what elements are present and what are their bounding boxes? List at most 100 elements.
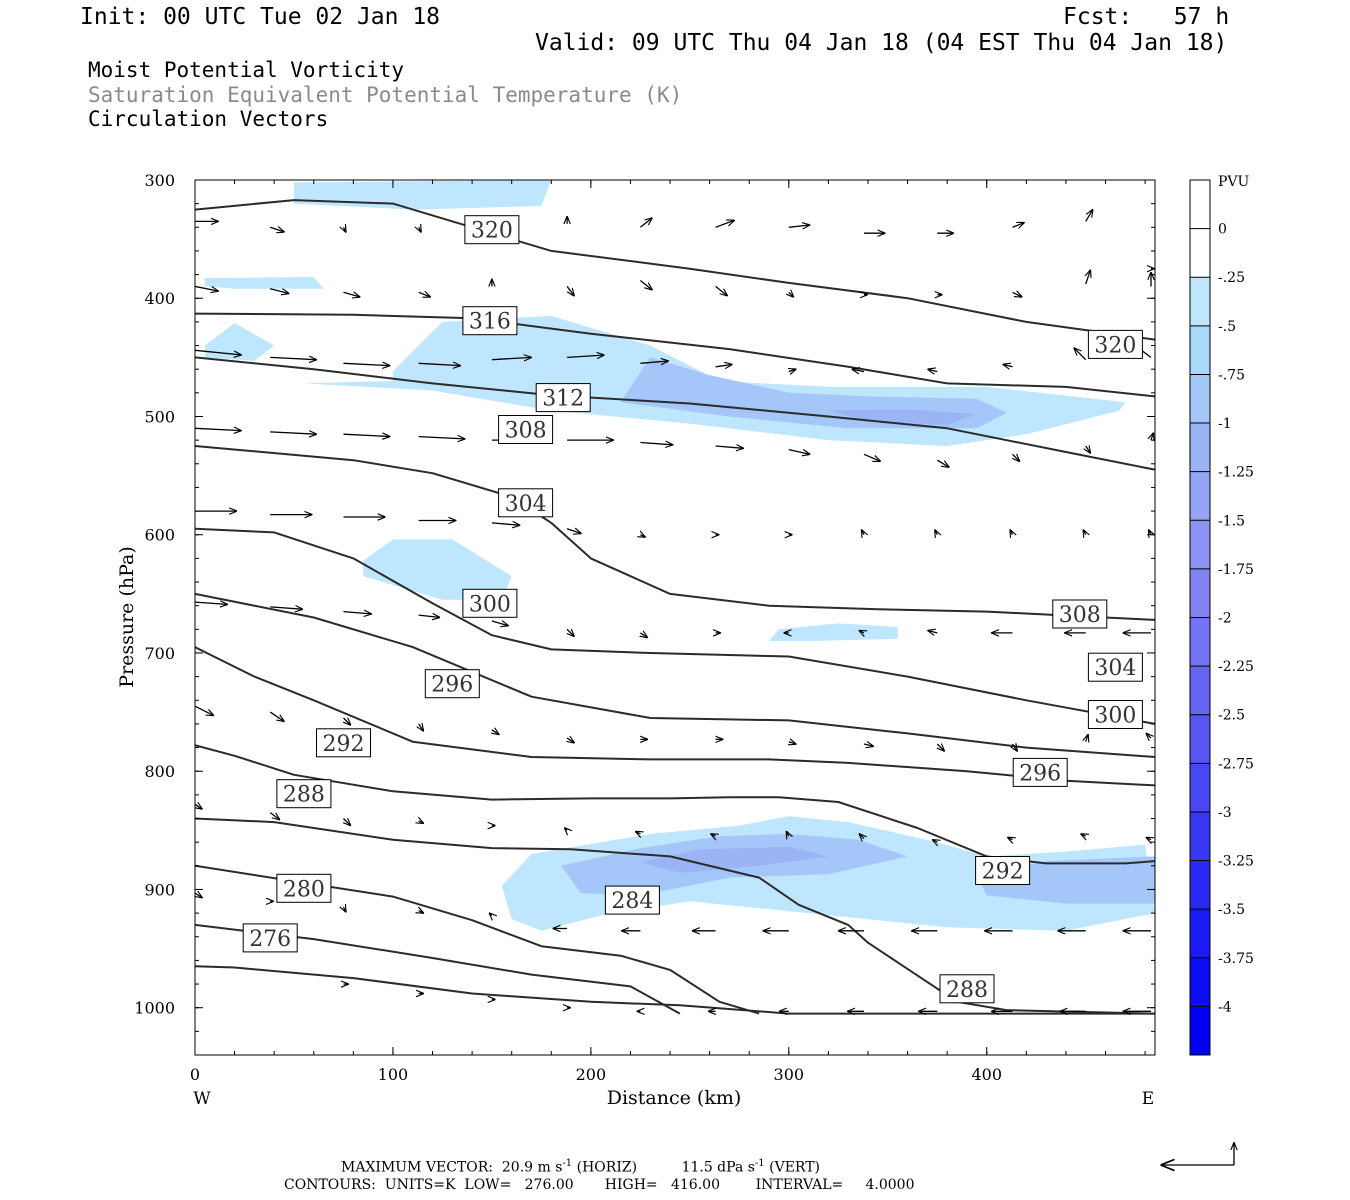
contour-label-box bbox=[1087, 652, 1143, 682]
colorbar-swatch bbox=[1190, 277, 1210, 327]
contour-label-box bbox=[424, 669, 480, 699]
pv-region-0 bbox=[294, 180, 552, 210]
colorbar-swatch bbox=[1190, 714, 1210, 764]
vector-arrow bbox=[343, 434, 390, 436]
contour-label-box bbox=[1087, 700, 1143, 729]
vector-arrow bbox=[492, 730, 499, 735]
contour-label-292: 292 bbox=[982, 860, 1024, 885]
vector-arrow bbox=[1013, 744, 1018, 751]
vector-arrow bbox=[789, 369, 796, 371]
vector-arrow bbox=[195, 893, 202, 898]
vector-arrow bbox=[859, 631, 864, 633]
contour-label-288: 288 bbox=[283, 783, 325, 808]
contour-label-304: 304 bbox=[505, 492, 547, 517]
vector-arrow bbox=[567, 629, 574, 636]
vector-arrow bbox=[344, 907, 346, 912]
contour-label-box bbox=[464, 215, 520, 245]
vector-arrow bbox=[195, 804, 202, 809]
vector-arrow bbox=[1086, 735, 1088, 742]
vector-arrow bbox=[419, 227, 421, 232]
vector-arrow bbox=[491, 523, 520, 525]
contour-label-280: 280 bbox=[283, 877, 325, 902]
pv-region-5 bbox=[828, 409, 977, 425]
vector-arrow bbox=[270, 357, 316, 359]
contour-label-box bbox=[242, 923, 298, 953]
vector-arrow bbox=[1151, 433, 1153, 440]
contour-label-312: 312 bbox=[542, 387, 584, 412]
colorbar-swatch bbox=[1190, 617, 1210, 667]
vector-arrow bbox=[639, 218, 652, 228]
vector-arrow bbox=[1086, 270, 1091, 285]
colorbar-swatch bbox=[1190, 957, 1210, 1007]
colorbar-swatch bbox=[1190, 860, 1210, 910]
vector-arrow bbox=[269, 711, 284, 721]
vector-arrow bbox=[935, 530, 937, 535]
vector-arrow bbox=[195, 285, 218, 291]
colorbar-swatch bbox=[1190, 374, 1210, 424]
vector-arrow bbox=[567, 355, 604, 357]
contour-label-320: 320 bbox=[1094, 333, 1136, 358]
y-tick-label: 600 bbox=[144, 526, 175, 545]
contour-label-320: 320 bbox=[471, 219, 513, 244]
vector-arrow bbox=[928, 631, 938, 633]
axes: 300 400 500 600 700 800 900 1000 0 100 200 300 400 bbox=[134, 171, 1155, 1084]
x-axis-east-label: E bbox=[1142, 1089, 1154, 1109]
vector-arrow bbox=[636, 832, 641, 834]
vector-arrow bbox=[715, 446, 744, 448]
vector-arrow bbox=[1086, 446, 1091, 453]
vector-arrow bbox=[270, 289, 288, 294]
contour-label-box bbox=[1052, 599, 1108, 629]
contour-label-box bbox=[1087, 329, 1143, 359]
vector-arrow bbox=[344, 227, 346, 232]
contour-label-box bbox=[276, 873, 332, 903]
vector-arrow bbox=[195, 705, 213, 715]
contour-label-300: 300 bbox=[469, 592, 511, 617]
theta-contour-308 bbox=[195, 445, 1155, 621]
x-axis-west-label: W bbox=[193, 1089, 211, 1109]
contour-label-box bbox=[1012, 757, 1068, 787]
vector-arrow bbox=[787, 832, 789, 837]
colorbar-swatch bbox=[1190, 666, 1210, 716]
contour-label-box bbox=[462, 588, 518, 618]
vector-arrow bbox=[1081, 834, 1086, 836]
vector-arrow bbox=[269, 227, 284, 232]
theta-contour-320 bbox=[195, 199, 1155, 341]
y-axis-label: Pressure (hPa) bbox=[116, 546, 138, 688]
theta-contour-304 bbox=[195, 527, 1155, 725]
plot-frame bbox=[194, 179, 1156, 1056]
vector-arrow bbox=[1074, 348, 1087, 361]
vector-arrow bbox=[863, 453, 880, 461]
colorbar-label: -1.75 bbox=[1218, 562, 1254, 578]
vector-arrow bbox=[195, 349, 241, 355]
x-tick-label: 200 bbox=[576, 1065, 607, 1084]
colorbar-label: -4 bbox=[1218, 999, 1232, 1015]
contour-labels: 320 316 312 308 304 300 296 292 288 280 276 284 292 2… bbox=[242, 215, 1143, 1004]
contour-label-284: 284 bbox=[611, 889, 653, 914]
colorbar-swatch bbox=[1190, 811, 1210, 862]
vector-arrow bbox=[491, 357, 531, 359]
vector-arrow bbox=[344, 819, 351, 826]
contour-label-box bbox=[462, 306, 518, 336]
vector-arrow bbox=[1083, 530, 1085, 535]
vector-arrow bbox=[1146, 734, 1151, 739]
reference-vector bbox=[1162, 1143, 1234, 1165]
colorbar-label: -1 bbox=[1218, 416, 1232, 432]
colorbar-label: -.75 bbox=[1218, 367, 1245, 383]
colorbar-label: -.25 bbox=[1218, 270, 1245, 286]
colorbar-unit: PVU bbox=[1218, 174, 1250, 190]
vector-arrow bbox=[1013, 454, 1020, 461]
colorbar-label: -1.25 bbox=[1218, 465, 1254, 481]
colorbar-swatch bbox=[1190, 909, 1210, 959]
vector-arrow bbox=[715, 365, 732, 367]
vector-arrow bbox=[419, 821, 424, 823]
colorbar-label: -3.25 bbox=[1218, 854, 1254, 870]
y-tick-label: 300 bbox=[144, 171, 175, 190]
y-tick-label: 900 bbox=[144, 880, 175, 899]
vector-arrow bbox=[1149, 530, 1151, 535]
vector-arrow bbox=[937, 744, 944, 751]
colorbar-swatch bbox=[1190, 1006, 1210, 1056]
contour-label-box bbox=[939, 974, 995, 1004]
contour-label-box bbox=[604, 885, 660, 915]
x-tick-label: 300 bbox=[774, 1065, 805, 1084]
